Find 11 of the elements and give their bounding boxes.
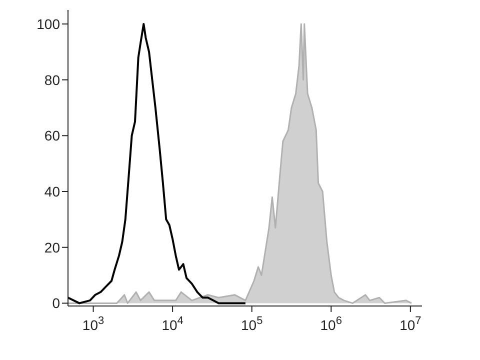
x-tick-label: 10$^{3}$ [82, 315, 104, 333]
y-tick-label: 100 [36, 16, 60, 32]
x-tick-label: 10$^{7}$ [400, 315, 422, 333]
x-tick-label: 10$^{5}$ [240, 315, 263, 333]
x-tick-label: 10$^{4}$ [162, 315, 184, 333]
y-tick-label: 20 [44, 239, 60, 256]
y-tick-label: 80 [44, 72, 60, 88]
x-tick-label: 10$^{6}$ [320, 315, 342, 333]
y-tick-label: 40 [44, 183, 60, 200]
y-tick-label: 0 [52, 295, 60, 312]
y-tick-label: 60 [44, 128, 60, 144]
